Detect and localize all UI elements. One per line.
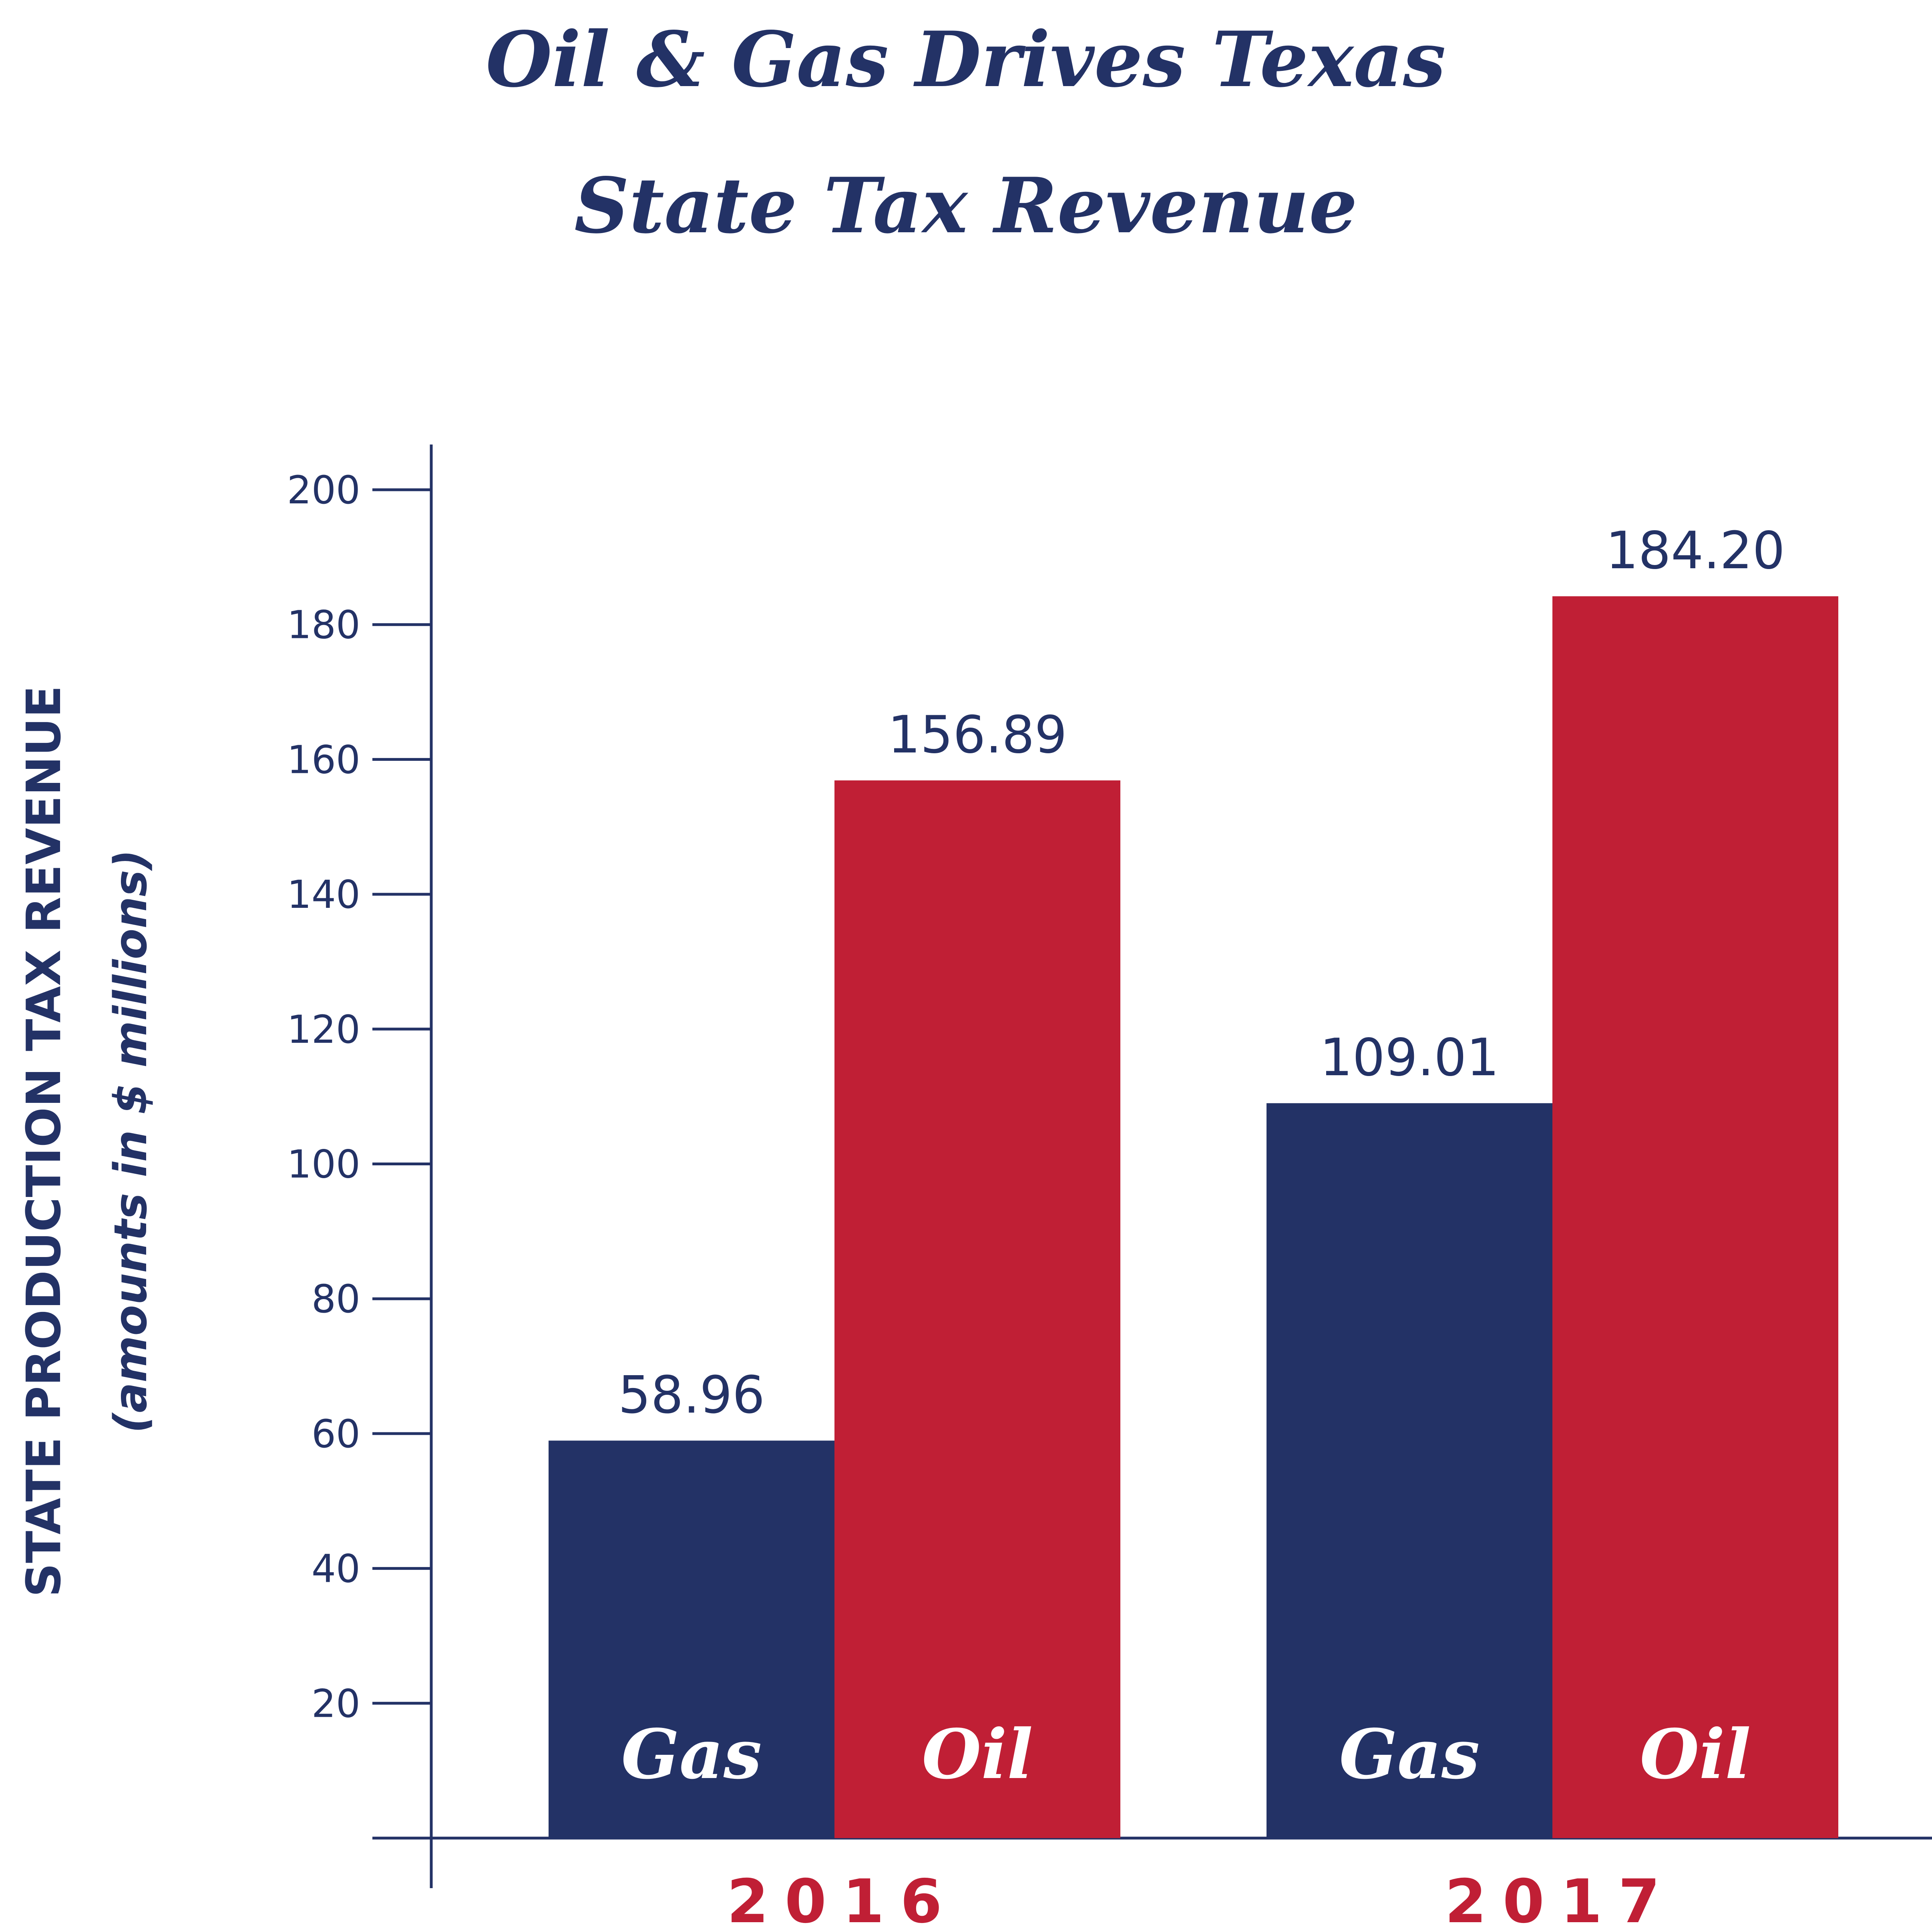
bar-oil-2017: [1552, 596, 1838, 1838]
y-tick-label-200: 200: [287, 468, 360, 513]
labels: 58.96 Gas 156.89 Oil 2016 109.01 Gas 184.20 Oil 2…: [618, 521, 1785, 1931]
bar-gas-2016: [549, 1440, 834, 1838]
bars: [549, 596, 1838, 1838]
y-tick-label-60: 60: [312, 1412, 360, 1456]
value-label-oil-2016: 156.89: [888, 705, 1067, 765]
axes: 20 40 60 80 100 120 140 160 180 200: [287, 445, 1932, 1888]
y-tick-label-120: 120: [287, 1007, 360, 1052]
y-tick-label-40: 40: [312, 1547, 360, 1591]
chart-title-line-1: Oil & Gas Drives Texas: [486, 15, 1445, 104]
y-axis-subtitle: (amounts in $ millions): [105, 849, 157, 1433]
y-axis-title: STATE PRODUCTION TAX REVENUE: [16, 686, 71, 1597]
y-axis-label: STATE PRODUCTION TAX REVENUE (amounts in…: [16, 686, 157, 1597]
y-tick-label-80: 80: [312, 1277, 360, 1322]
category-label-2017: 2017: [1445, 1867, 1676, 1931]
bar-label-oil-2017: Oil: [1640, 1714, 1751, 1794]
y-tick-label-20: 20: [312, 1681, 360, 1726]
bar-oil-2016: [834, 780, 1120, 1838]
value-label-gas-2017: 109.01: [1320, 1028, 1499, 1088]
bar-label-oil-2016: Oil: [922, 1714, 1033, 1794]
value-label-oil-2017: 184.20: [1606, 521, 1785, 581]
bar-gas-2017: [1267, 1103, 1552, 1838]
bar-label-gas-2017: Gas: [1339, 1714, 1480, 1794]
value-label-gas-2016: 58.96: [618, 1365, 765, 1425]
chart-title-line-2: State Tax Revenue: [574, 161, 1357, 250]
y-tick-label-160: 160: [287, 737, 360, 782]
y-tick-label-180: 180: [287, 603, 360, 648]
category-label-2016: 2016: [727, 1867, 958, 1931]
bar-label-gas-2016: Gas: [621, 1714, 762, 1794]
y-tick-label-100: 100: [287, 1142, 360, 1187]
y-tick-label-140: 140: [287, 872, 360, 917]
